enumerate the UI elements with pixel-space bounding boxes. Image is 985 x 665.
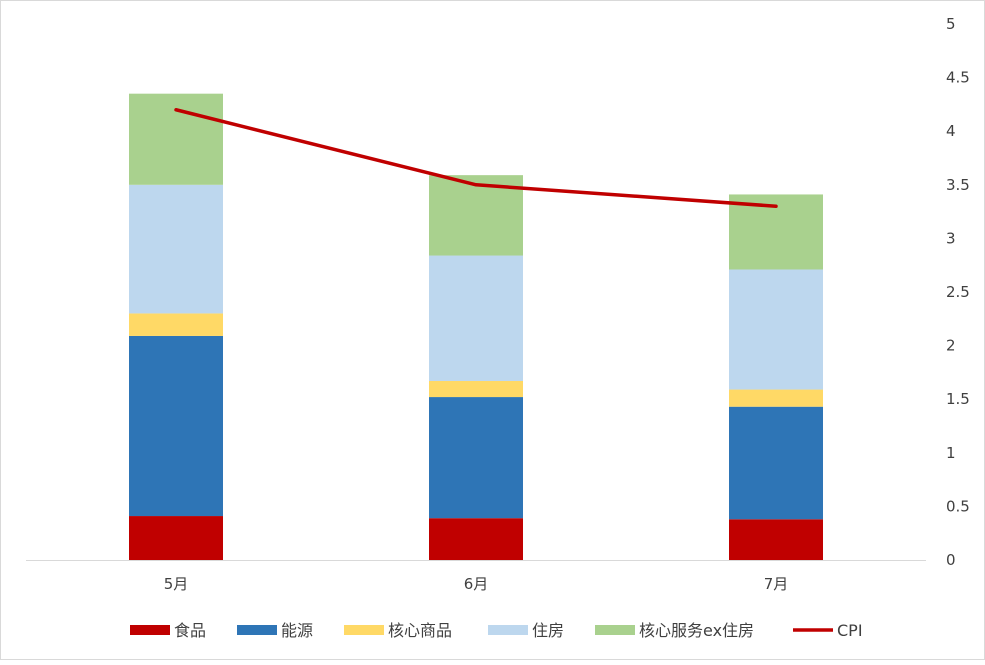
legend-swatch-4 (595, 625, 635, 635)
legend-label-4: 核心服务ex住房 (639, 621, 754, 640)
y-tick-label: 5 (946, 15, 956, 33)
y-tick-label: 3 (946, 229, 956, 247)
bar-segment-1-0 (129, 336, 223, 516)
legend-label-3: 住房 (532, 621, 564, 640)
bar-segment-4-0 (129, 94, 223, 185)
bar-segment-2-2 (729, 390, 823, 407)
bar-segment-2-1 (429, 381, 523, 397)
legend-swatch-3 (488, 625, 528, 635)
bar-segment-1-2 (729, 407, 823, 520)
legend-swatch-0 (130, 625, 170, 635)
legend-label-0: 食品 (174, 621, 206, 640)
y-tick-label: 1.5 (946, 390, 970, 408)
y-tick-label: 4 (946, 122, 956, 140)
bar-segment-0-0 (129, 516, 223, 560)
y-tick-label: 0 (946, 551, 956, 569)
y-tick-label: 1 (946, 444, 956, 462)
bar-segment-0-2 (729, 519, 823, 560)
bars-layer (129, 94, 823, 560)
bar-segment-0-1 (429, 518, 523, 560)
y-tick-label: 2.5 (946, 283, 970, 301)
x-tick-label: 6月 (464, 575, 489, 593)
x-tick-label: 7月 (764, 575, 789, 593)
bar-segment-3-2 (729, 269, 823, 389)
legend-label-2: 核心商品 (388, 621, 452, 640)
y-tick-label: 4.5 (946, 69, 970, 87)
bar-segment-2-0 (129, 313, 223, 336)
y-tick-labels: 0 0.5 1 1.5 2 2.5 3 3.5 4 4.5 5 (946, 15, 970, 569)
bar-segment-3-1 (429, 256, 523, 381)
legend-label-1: 能源 (281, 621, 313, 640)
legend-swatch-2 (344, 625, 384, 635)
bar-segment-1-1 (429, 397, 523, 518)
x-tick-labels: 5月 6月 7月 (164, 575, 789, 593)
y-tick-label: 0.5 (946, 497, 970, 515)
bar-segment-3-0 (129, 185, 223, 314)
legend-label-5: CPI (837, 621, 863, 640)
legend-swatch-1 (237, 625, 277, 635)
y-tick-label: 2 (946, 337, 956, 355)
x-tick-label: 5月 (164, 575, 189, 593)
y-tick-label: 3.5 (946, 176, 970, 194)
legend: 食品 能源 核心商品 住房 核心服务ex住房 CPI (130, 621, 863, 640)
